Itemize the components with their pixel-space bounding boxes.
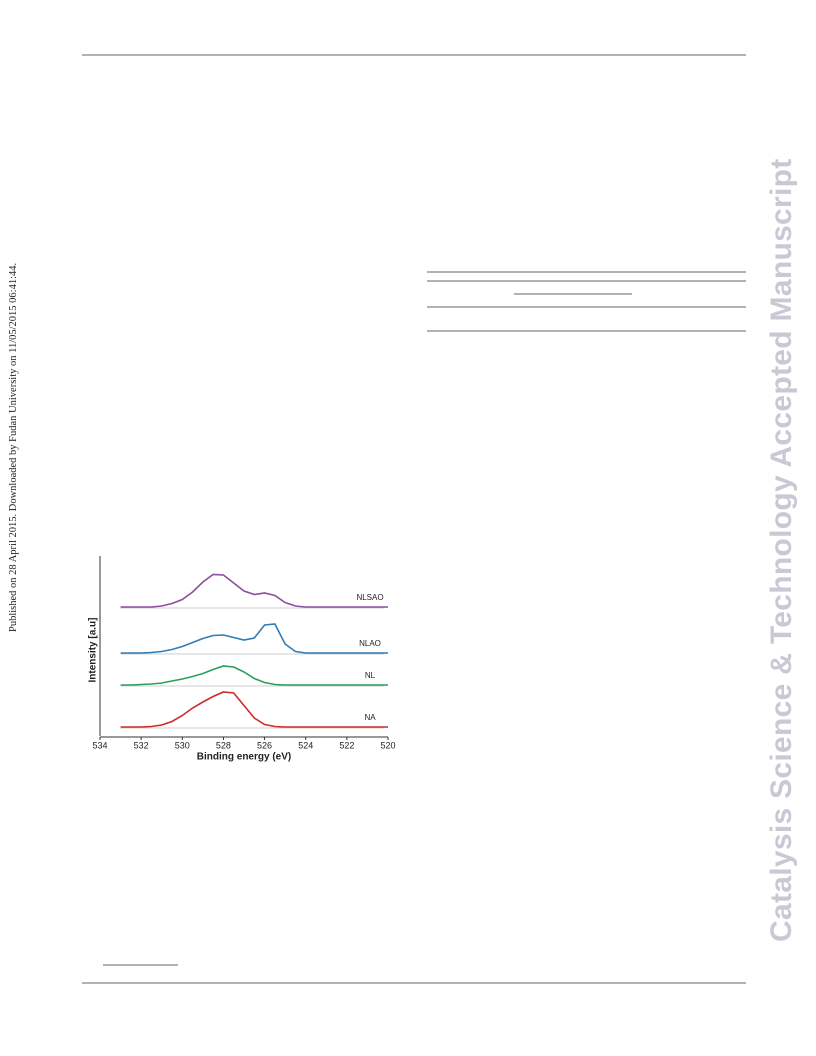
- spectrum: [120, 665, 388, 686]
- x-tick-label: 524: [298, 740, 313, 750]
- x-tick-label: 534: [92, 740, 107, 750]
- y-axis-label: Intensity [a.u]: [88, 617, 99, 682]
- x-tick-label: 526: [257, 740, 272, 750]
- x-tick-label: 532: [134, 740, 149, 750]
- table-rules: [427, 271, 746, 332]
- x-axis-label: Binding energy (eV): [197, 752, 291, 763]
- xps-chart: 534 532 530 528 526 524 522 520 Binding energy (…: [88, 556, 396, 763]
- spectrum: [120, 691, 388, 728]
- x-tick-label: 530: [175, 740, 190, 750]
- spectrum: [120, 623, 388, 654]
- series-label: NLAO: [359, 639, 381, 648]
- series-label: NLSAO: [356, 593, 383, 602]
- series-label: NL: [365, 671, 376, 680]
- x-tick-label: 522: [339, 740, 354, 750]
- x-tick-label: 528: [216, 740, 231, 750]
- series-label: NA: [364, 713, 376, 722]
- spectrum: [120, 573, 388, 608]
- x-tick-label: 520: [380, 740, 395, 750]
